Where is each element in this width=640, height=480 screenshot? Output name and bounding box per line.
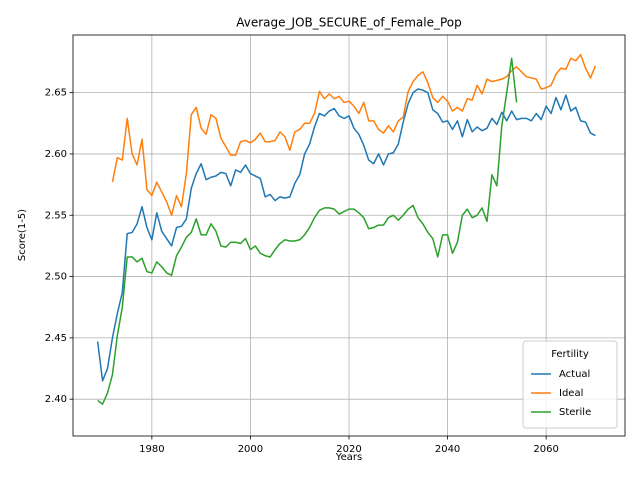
y-axis-label: Score(1-5) bbox=[17, 209, 28, 261]
y-tick-label: 2.45 bbox=[45, 333, 67, 344]
plot-frame bbox=[72, 34, 626, 437]
y-tick-label: 2.60 bbox=[45, 149, 67, 160]
x-tick-label: 2000 bbox=[238, 444, 263, 455]
chart-title: Average_JOB_SECURE_of_Female_Pop bbox=[236, 16, 462, 30]
legend-label: Sterile bbox=[559, 407, 591, 418]
x-tick-label: 2020 bbox=[336, 444, 361, 455]
line-series bbox=[97, 57, 518, 405]
legend-label: Actual bbox=[559, 369, 590, 380]
x-tick-label: 2060 bbox=[533, 444, 558, 455]
x-axis-label: Years bbox=[335, 452, 362, 463]
legend: Fertility Actual Ideal Sterile bbox=[522, 340, 618, 429]
x-tick-label: 2040 bbox=[435, 444, 460, 455]
legend-label: Ideal bbox=[559, 388, 583, 399]
legend-box bbox=[522, 340, 618, 429]
line-series bbox=[96, 88, 596, 382]
y-tick-label: 2.50 bbox=[45, 272, 67, 283]
x-tick-label: 1980 bbox=[139, 444, 164, 455]
y-tick-label: 2.65 bbox=[45, 88, 67, 99]
legend-title: Fertility bbox=[551, 349, 589, 360]
line-series bbox=[111, 53, 597, 217]
y-tick-label: 2.55 bbox=[45, 210, 67, 221]
y-tick-label: 2.40 bbox=[45, 394, 67, 405]
